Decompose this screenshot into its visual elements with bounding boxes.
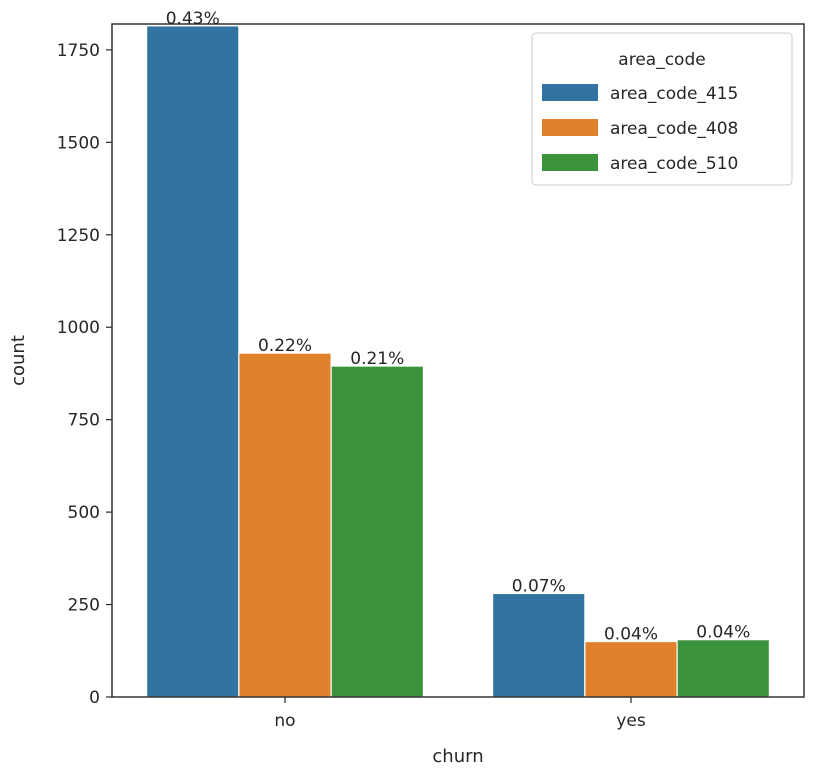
data-label: 0.43% (166, 9, 220, 29)
legend-label: area_code_415 (610, 84, 738, 104)
y-tick-label: 1500 (57, 133, 100, 153)
y-tick-label: 1750 (57, 41, 100, 61)
y-axis-label: count (8, 335, 29, 386)
y-tick-label: 1000 (57, 318, 100, 338)
legend-entries: area_code_415 area_code_408 area_code_510 (542, 84, 738, 174)
bar-area_code_408-yes (584, 640, 678, 698)
bars-layer (146, 25, 771, 698)
legend-label: area_code_408 (610, 119, 738, 139)
x-axis: no yes (274, 697, 646, 731)
x-tick-label: yes (616, 711, 646, 731)
y-tick-label: 250 (68, 596, 100, 616)
x-axis-label: churn (432, 746, 483, 767)
data-labels-layer: 0.43% 0.22% 0.21% 0.07% 0.04% 0.04% (166, 9, 751, 645)
legend-box (531, 32, 793, 186)
bar-area_code_510-yes (676, 639, 771, 698)
y-tick-label: 1250 (57, 226, 100, 246)
plot-frame (111, 23, 805, 698)
legend-swatch-area_code_415 (542, 84, 598, 101)
bar-area_code_408-no (238, 352, 332, 698)
y-tick-label: 750 (68, 411, 100, 431)
data-label: 0.22% (258, 336, 312, 356)
x-tick-label: no (274, 711, 295, 731)
legend-swatch-area_code_408 (542, 119, 598, 136)
y-tick-label: 500 (68, 503, 100, 523)
data-label: 0.07% (512, 576, 566, 596)
data-label: 0.04% (696, 623, 750, 643)
legend-title: area_code (618, 50, 705, 70)
legend-swatch-area_code_510 (542, 154, 598, 171)
y-axis: 0 250 500 750 1000 1250 1500 1750 (57, 41, 112, 708)
legend: area_code area_code_415area_code_408area… (531, 32, 793, 186)
data-label: 0.21% (350, 349, 404, 369)
y-tick-label: 0 (89, 688, 100, 708)
data-label: 0.04% (604, 625, 658, 645)
bar-area_code_415-no (146, 25, 240, 698)
legend-label: area_code_510 (610, 154, 738, 174)
bar-area_code_510-no (330, 365, 425, 698)
bar-area_code_415-yes (492, 592, 586, 698)
